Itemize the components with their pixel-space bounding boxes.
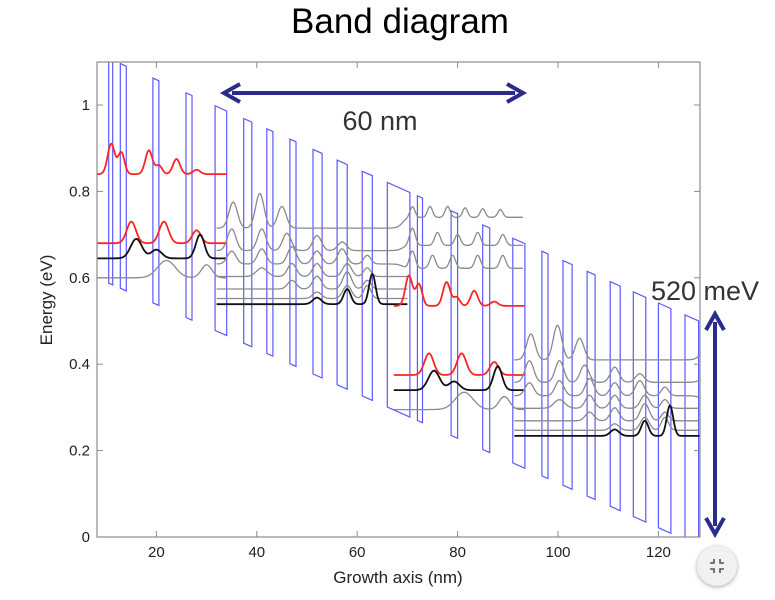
barrier	[562, 259, 573, 491]
barrier	[214, 104, 228, 337]
gray-wavefunction	[216, 246, 523, 269]
barrier	[586, 270, 596, 501]
x-tick-label: 100	[545, 544, 570, 561]
gray-wavefunction	[216, 284, 408, 300]
black-wavefunction	[216, 272, 408, 306]
barrier	[632, 290, 647, 524]
gray-wavefunction	[514, 359, 700, 383]
barrier	[450, 209, 459, 440]
gray-wavefunction	[514, 324, 700, 361]
barrier	[152, 77, 160, 307]
gray-wavefunction	[514, 416, 700, 431]
barrier	[386, 181, 411, 419]
period-label: 60 nm	[342, 106, 417, 136]
barrier	[266, 127, 274, 358]
barrier	[541, 250, 549, 480]
gray-wavefunction	[216, 271, 408, 290]
x-tick-label: 120	[646, 544, 671, 561]
gray-wavefunction	[216, 227, 523, 252]
y-axis-label: Energy (eV)	[37, 255, 56, 346]
exit-fullscreen-icon	[710, 559, 724, 573]
plot-frame	[96, 61, 701, 538]
axis-ticks: 20 40 60 80 100 120 0 0.2 0.4 0.6 0.8 1	[69, 62, 700, 561]
x-tick-label: 60	[349, 544, 366, 561]
gray-wavefunction	[514, 394, 700, 409]
barrier	[684, 313, 700, 537]
red-wavefunction	[97, 220, 227, 245]
y-tick-label: 0.4	[69, 356, 90, 373]
period-arrow	[219, 82, 528, 104]
black-wavefunction	[97, 233, 227, 260]
barrier	[185, 91, 193, 322]
barrier	[119, 62, 127, 292]
x-tick-label: 80	[449, 544, 466, 561]
barrier	[512, 237, 526, 470]
y-tick-label: 0.2	[69, 443, 90, 460]
x-tick-label: 20	[148, 544, 165, 561]
gray-wavefunction	[216, 192, 523, 229]
barrier	[657, 302, 672, 535]
energy-drop-arrow	[704, 309, 726, 539]
barrier	[482, 223, 491, 454]
plot-area	[97, 62, 700, 537]
barrier	[609, 280, 621, 512]
gray-wavefunction	[514, 377, 700, 399]
gray-wavefunction	[216, 262, 408, 278]
barrier	[108, 62, 114, 286]
red-wavefunction	[97, 142, 227, 175]
barrier	[289, 138, 297, 368]
chart-title: Band diagram	[291, 2, 509, 41]
gray-wavefunction	[393, 391, 525, 411]
energy-drop-label: 520 meV	[651, 276, 759, 306]
barrier	[243, 117, 253, 348]
barrier	[416, 194, 424, 424]
red-wavefunction	[393, 274, 525, 307]
collapse-button[interactable]	[697, 546, 737, 586]
x-axis-label: Growth axis (nm)	[333, 568, 462, 587]
red-wavefunction	[393, 352, 525, 376]
y-tick-label: 1	[82, 97, 90, 114]
y-tick-label: 0.6	[69, 270, 90, 287]
y-tick-label: 0.8	[69, 183, 90, 200]
y-tick-label: 0	[82, 529, 90, 546]
barrier	[336, 159, 348, 391]
black-wavefunction	[393, 365, 525, 391]
barrier	[361, 170, 373, 402]
x-tick-label: 40	[248, 544, 265, 561]
gray-wavefunction	[97, 259, 227, 279]
barrier	[312, 148, 323, 379]
black-wavefunction	[514, 404, 700, 437]
